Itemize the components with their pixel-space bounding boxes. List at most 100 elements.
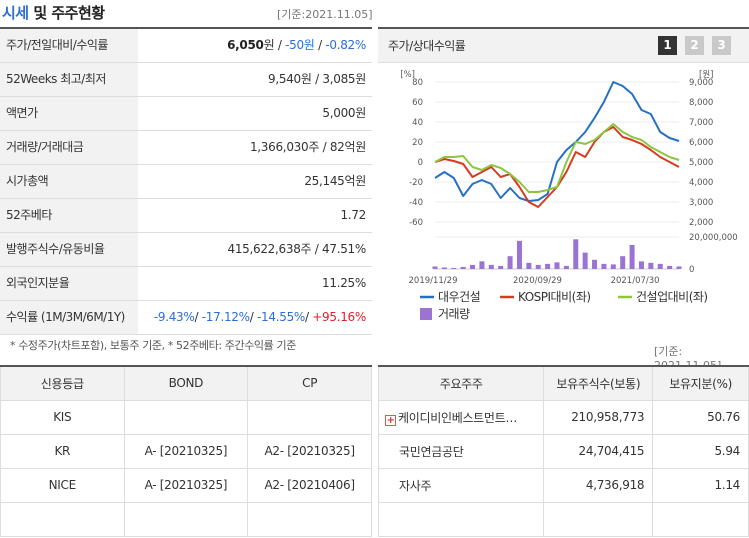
stat-row-price: 주가/전일대비/수익률 6,050원 / -50원 / -0.82%: [0, 29, 372, 63]
cp-rating: [247, 399, 372, 435]
stat-value: 25,145억원: [304, 174, 366, 188]
column-header: 보유주식수(보통): [543, 365, 654, 401]
price-change: -50원: [285, 38, 315, 52]
volume-bar: [592, 259, 598, 269]
stat-label: 시가총액: [0, 165, 138, 198]
chart-panel: 주가/상대수익률 1 2 3 80 60 40 20 0 -20 -40 -60 9,000 8,…: [378, 27, 749, 337]
return-1m: -9.43%: [153, 310, 195, 324]
price-change-rate: -0.82%: [325, 38, 366, 52]
series-line: [434, 123, 680, 193]
chart-page-1-button[interactable]: 1: [658, 36, 677, 55]
left-tick-label: 80: [412, 78, 423, 88]
holder-name-cell[interactable]: + 케이디비인베스트먼트…: [377, 399, 545, 435]
volume-bar: [648, 262, 654, 269]
page-title: 시세 및 주주현황: [2, 2, 105, 23]
return-1y: +95.16%: [312, 310, 366, 324]
footnote: * 수정주가(차트포함), 보통주 기준, * 52주베타: 주간수익률 기준: [10, 339, 296, 352]
stat-label: 52주베타: [0, 199, 138, 232]
x-tick-label: 2020/09/29: [513, 276, 562, 286]
reference-date: [기준:2021.11.05]: [277, 8, 373, 21]
stat-label: 거래량/거래대금: [0, 131, 138, 164]
volume-bar: [460, 266, 466, 269]
column-header: 주요주주: [377, 365, 545, 401]
stat-label: 주가/전일대비/수익률: [0, 29, 138, 62]
holder-pct: 5.94: [652, 433, 749, 469]
volume-bar: [629, 244, 635, 269]
table-row: [0, 501, 372, 537]
x-tick-label: 2019/11/29: [409, 276, 458, 286]
right-axis-unit: [원]: [699, 70, 713, 80]
left-tick-label: -40: [409, 198, 423, 208]
stat-label: 액면가: [0, 97, 138, 130]
holder-shares: [543, 501, 654, 537]
plus-icon[interactable]: +: [385, 414, 396, 426]
credit-rating-table: 신용등급 BOND CP KIS KR A- [20210325] A2- [2…: [0, 365, 372, 537]
stat-value: 1,366,030주 / 82억원: [249, 140, 366, 154]
stat-row-par-value: 액면가 5,000원: [0, 97, 372, 131]
table-row: 자사주 4,736,918 1.14: [377, 467, 749, 503]
volume-bar: [554, 262, 560, 269]
cp-rating: A2- [20210406]: [247, 467, 372, 503]
right-tick-label: 4,000: [689, 178, 713, 188]
stat-row-shares: 발행주식수/유동비율 415,622,638주 / 47.51%: [0, 233, 372, 267]
volume-bar: [451, 267, 457, 269]
agency: NICE: [0, 467, 125, 503]
holder-name: 자사주: [377, 467, 545, 503]
series-line: [434, 81, 680, 202]
volume-bar: [582, 252, 588, 269]
volume-bar: [676, 266, 682, 269]
title-rest: 및 주주현황: [33, 4, 105, 22]
chart-title: 주가/상대수익률: [388, 39, 466, 53]
volume-bar: [507, 256, 513, 269]
stat-row-returns: 수익률 (1M/3M/6M/1Y) -9.43%/ -17.12%/ -14.5…: [0, 301, 372, 335]
legend-label: 건설업대비(좌): [636, 290, 708, 304]
holder-name[interactable]: 케이디비인베스트먼트…: [398, 410, 518, 425]
holder-shares: 24,704,415: [543, 433, 654, 469]
table-row: KIS: [0, 399, 372, 435]
stat-label: 52Weeks 최고/최저: [0, 63, 138, 96]
volume-bar: [432, 266, 438, 269]
right-tick-label: 3,000: [689, 198, 713, 208]
volume-bar: [516, 240, 522, 269]
volume-bar: [638, 261, 644, 269]
volume-bar: [563, 265, 569, 269]
cp-rating: [247, 501, 372, 537]
stat-row-beta: 52주베타 1.72: [0, 199, 372, 233]
table-row: [377, 501, 749, 537]
stat-value: 11.25%: [322, 276, 366, 290]
major-holders-table: 주요주주 보유주식수(보통) 보유지분(%) + 케이디비인베스트먼트… 210,…: [377, 365, 749, 537]
volume-bar: [601, 263, 607, 269]
volume-bar: [441, 267, 447, 269]
bond-rating: A- [20210325]: [123, 433, 249, 469]
stat-value: 9,540원 / 3,085원: [268, 72, 366, 86]
volume-tick-label: 0: [689, 265, 694, 275]
volume-bar: [620, 256, 626, 269]
volume-bar: [488, 264, 494, 269]
holder-pct: 1.14: [652, 467, 749, 503]
current-price: 6,050: [227, 38, 264, 52]
bond-rating: [123, 399, 249, 435]
stat-label: 외국인지분율: [0, 267, 138, 300]
return-6m: -14.55%: [257, 310, 306, 324]
volume-bar: [667, 265, 673, 269]
holder-name: [377, 501, 545, 537]
holder-name: 국민연금공단: [377, 433, 545, 469]
stat-label: 수익률 (1M/3M/6M/1Y): [0, 301, 138, 334]
right-tick-label: 8,000: [689, 98, 713, 108]
price-chart: 80 60 40 20 0 -20 -40 -60 9,000 8,000 7,000 6,000 5,…: [400, 70, 738, 321]
chart-pager: 1 2 3: [658, 36, 731, 55]
price-unit: 원: [263, 38, 275, 52]
volume-tick-label: 20,000,000: [689, 233, 738, 243]
column-header: BOND: [123, 365, 249, 401]
chart-page-2-button[interactable]: 2: [685, 36, 704, 55]
volume-bar: [535, 264, 541, 269]
chart-page-3-button[interactable]: 3: [712, 36, 731, 55]
stat-row-foreign: 외국인지분율 11.25%: [0, 267, 372, 301]
stat-label: 발행주식수/유동비율: [0, 233, 138, 266]
bond-rating: A- [20210325]: [123, 467, 249, 503]
left-tick-label: -20: [409, 178, 423, 188]
left-tick-label: 20: [412, 138, 423, 148]
holder-shares: 210,958,773: [543, 399, 654, 435]
column-header: 보유지분(%): [652, 365, 749, 401]
stat-row-volume: 거래량/거래대금 1,366,030주 / 82억원: [0, 131, 372, 165]
